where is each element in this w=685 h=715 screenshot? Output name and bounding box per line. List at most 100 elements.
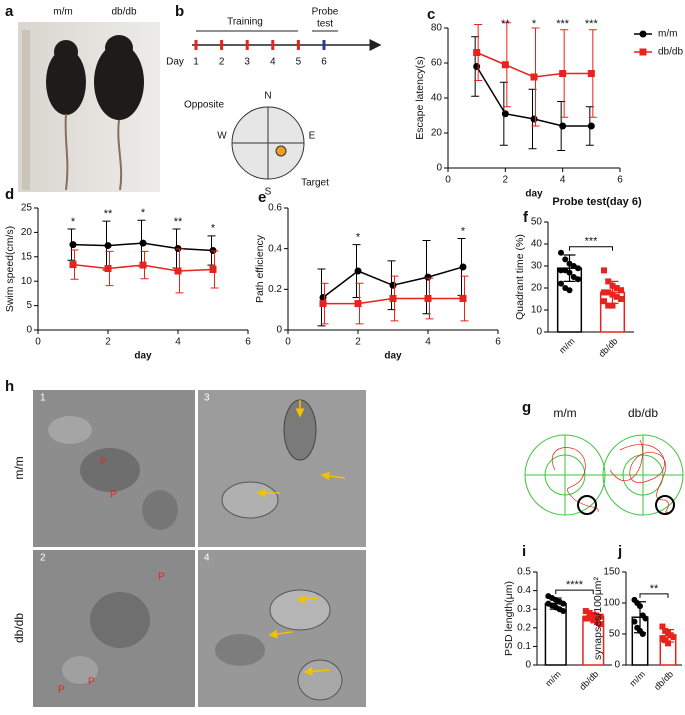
- data-point: [566, 269, 573, 276]
- y-tick-label: 25: [21, 203, 33, 214]
- y-axis-label: Quadrant time (%): [514, 234, 526, 320]
- marker: [530, 115, 538, 123]
- data-point: [609, 302, 616, 309]
- y-tick-label: 60: [431, 58, 443, 69]
- data-point: [557, 280, 564, 287]
- y-tick-label: 50: [531, 217, 543, 228]
- marker: [319, 293, 327, 301]
- significance: ***: [585, 236, 599, 248]
- marker: [587, 70, 595, 77]
- panel-label: e: [258, 189, 266, 206]
- y-tick-label: 15: [21, 251, 33, 262]
- significance: **: [501, 18, 510, 30]
- marker: [459, 263, 467, 271]
- maze-label: S: [265, 187, 272, 198]
- psd-marker: P: [58, 685, 65, 696]
- maze-label: Target: [301, 178, 329, 189]
- y-tick-label: 0.6: [268, 203, 282, 214]
- marker: [473, 63, 481, 70]
- x-axis-label: day: [525, 189, 543, 200]
- photo-label: db/db: [111, 7, 136, 18]
- significance: *: [532, 18, 537, 30]
- y-tick-label: 0.2: [268, 284, 282, 295]
- row-label: m/m: [12, 456, 26, 479]
- y-tick-label: 0: [276, 325, 282, 336]
- y-axis-label: Swim speed(cm/s): [4, 226, 16, 312]
- y-tick-label: 40: [431, 93, 443, 104]
- data-point: [586, 609, 593, 616]
- y-tick-label: 0: [525, 660, 531, 671]
- day-number: 6: [321, 57, 327, 68]
- marker: [209, 265, 217, 273]
- data-point: [560, 608, 567, 615]
- data-point: [600, 267, 607, 274]
- x-tick-label: m/m: [628, 669, 647, 688]
- significance-bracket: [555, 589, 594, 595]
- y-axis-label: Escape latency(s): [414, 56, 426, 139]
- em-images: [33, 390, 366, 707]
- x-axis-label: day: [384, 351, 402, 362]
- x-tick-label: m/m: [543, 669, 562, 688]
- data-point: [609, 291, 616, 298]
- photo: [18, 22, 160, 192]
- marker: [424, 273, 432, 281]
- y-tick-label: 80: [431, 23, 443, 34]
- marker: [501, 110, 509, 118]
- significance: ***: [556, 18, 570, 30]
- target-zone: [655, 495, 675, 515]
- x-tick-label: 2: [355, 337, 361, 348]
- data-point: [590, 617, 597, 624]
- data-point: [613, 285, 620, 291]
- target-zone: [577, 495, 597, 515]
- data-point: [642, 615, 649, 622]
- data-point: [665, 640, 671, 647]
- data-point: [582, 608, 589, 615]
- marker: [424, 294, 432, 302]
- y-tick-label: 10: [21, 276, 33, 287]
- data-point: [618, 287, 625, 294]
- panel-label: j: [617, 543, 622, 560]
- panel-label: f: [523, 209, 529, 226]
- y-tick-label: 150: [603, 567, 620, 578]
- y-tick-label: 0.4: [268, 243, 282, 254]
- legend-marker: [639, 48, 647, 56]
- marker: [139, 261, 147, 269]
- x-tick-label: 0: [285, 337, 291, 348]
- y-axis-label: Path efficiency: [254, 234, 266, 303]
- x-tick-label: 6: [245, 337, 251, 348]
- y-tick-label: 0.4: [517, 585, 531, 596]
- track-title: db/db: [628, 406, 658, 420]
- probe-label: test: [317, 19, 333, 30]
- day-number: 3: [244, 57, 250, 68]
- image-number: 2: [40, 553, 46, 564]
- y-tick-label: 0: [436, 163, 442, 174]
- maze-label: N: [264, 91, 271, 102]
- marker: [559, 122, 567, 130]
- data-point: [590, 611, 597, 618]
- marker: [354, 267, 362, 275]
- y-tick-label: 0: [614, 660, 620, 671]
- marker: [389, 294, 397, 302]
- y-tick-label: 20: [531, 283, 543, 294]
- marker: [139, 239, 147, 247]
- x-axis-label: day: [134, 351, 152, 362]
- day-number: 5: [296, 57, 302, 68]
- y-tick-label: 5: [26, 300, 32, 311]
- panel-label: i: [522, 543, 526, 560]
- probe-label: Probe: [312, 7, 339, 18]
- panel-label: c: [427, 6, 435, 23]
- day-label: Day: [166, 57, 184, 68]
- significance: **: [650, 583, 659, 595]
- psd-marker: P: [88, 677, 95, 688]
- psd-marker: P: [158, 572, 165, 583]
- data-point: [637, 603, 643, 610]
- data-point: [618, 296, 625, 302]
- significance-bracket: [639, 593, 669, 598]
- x-tick-label: 4: [175, 337, 181, 348]
- x-tick-label: db/db: [577, 669, 600, 692]
- marker: [319, 300, 327, 308]
- significance: ****: [566, 579, 584, 591]
- day-ticks: 1 2 3 4 5 6: [193, 40, 327, 68]
- y-tick-label: 50: [609, 629, 621, 640]
- significance: *: [356, 232, 361, 244]
